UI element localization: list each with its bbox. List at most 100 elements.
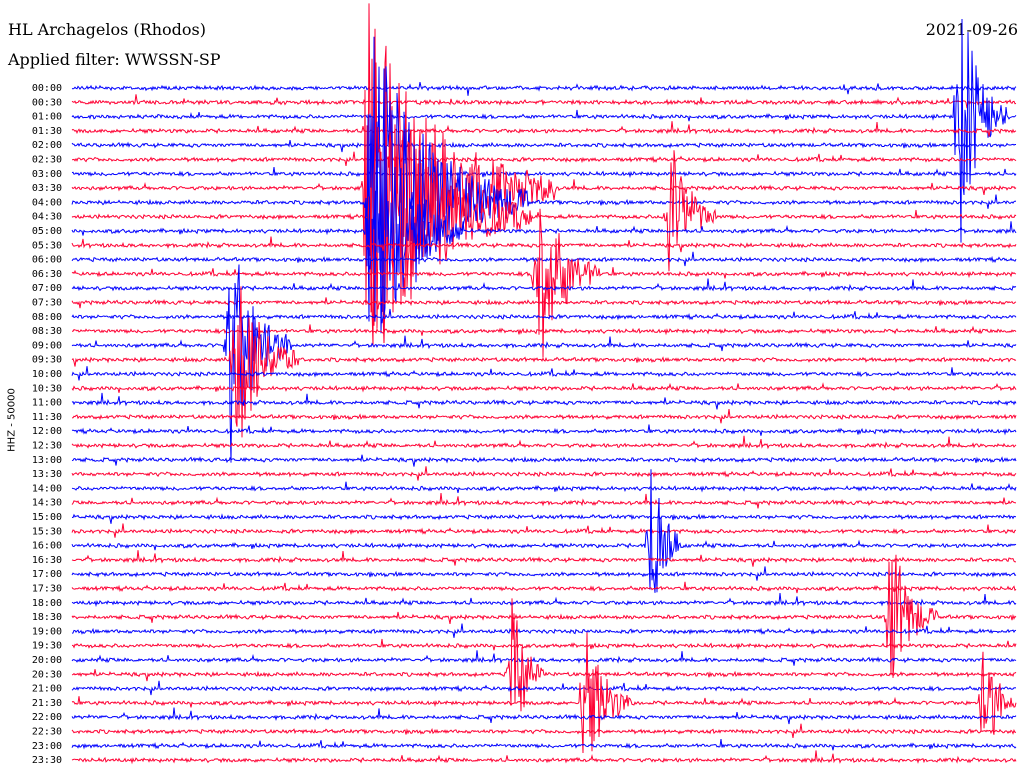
y-tick-label: 10:00	[32, 369, 62, 380]
trace-line	[71, 469, 1017, 593]
y-tick-label: 04:00	[32, 197, 62, 208]
y-tick-label: 04:30	[32, 212, 62, 223]
y-tick-label: 23:00	[32, 741, 62, 752]
seismic-traces	[71, 3, 1017, 765]
y-tick-label: 08:30	[32, 326, 62, 337]
y-tick-label: 13:30	[32, 469, 62, 480]
trace-line	[71, 264, 1017, 463]
trace-line	[71, 554, 1017, 678]
y-tick-label: 09:30	[32, 355, 62, 366]
y-tick-label: 20:00	[32, 655, 62, 666]
trace-line	[71, 208, 1017, 358]
trace-line	[71, 435, 1017, 450]
y-tick-label: 18:00	[32, 598, 62, 609]
y-tick-label: 09:00	[32, 340, 62, 351]
trace-line	[71, 424, 1017, 436]
trace-line	[71, 750, 1017, 765]
trace-line	[72, 324, 1017, 336]
trace-line	[71, 481, 1017, 494]
y-tick-label: 19:30	[32, 641, 62, 652]
y-tick-label: 01:00	[32, 112, 62, 123]
trace-line	[71, 492, 1017, 509]
y-tick-label: 05:00	[32, 226, 62, 237]
trace-line	[71, 623, 1017, 638]
station-title: HL Archagelos (Rhodos)	[8, 20, 206, 39]
y-tick-label: 15:30	[32, 526, 62, 537]
trace-line	[71, 598, 1017, 712]
y-tick-label: 11:00	[32, 398, 62, 409]
trace-line	[71, 593, 1017, 608]
trace-line	[71, 566, 1017, 581]
trace-line	[71, 680, 1017, 696]
trace-line	[71, 121, 1017, 137]
y-tick-label: 15:00	[32, 512, 62, 523]
y-tick-label: 01:30	[32, 126, 62, 137]
trace-line	[71, 409, 1017, 424]
trace-line	[71, 113, 1017, 322]
trace-line	[71, 62, 1017, 346]
y-tick-labels: 00:00 00:30 01:00 01:30 02:00 02:30 03:00 03:30…	[32, 83, 62, 766]
y-tick-label: 22:30	[32, 727, 62, 738]
trace-line	[71, 454, 1017, 467]
y-tick-label: 03:00	[32, 169, 62, 180]
y-tick-label: 08:00	[32, 312, 62, 323]
y-tick-label: 11:30	[32, 412, 62, 423]
trace-line	[71, 581, 1017, 594]
trace-line	[71, 523, 1017, 538]
y-tick-label: 12:30	[32, 441, 62, 452]
y-tick-label: 21:00	[32, 684, 62, 695]
y-tick-label: 06:00	[32, 255, 62, 266]
y-tick-label: 10:30	[32, 383, 62, 394]
trace-line	[71, 82, 1017, 96]
trace-line	[71, 236, 1017, 253]
trace-line	[71, 632, 1017, 754]
trace-line	[71, 466, 1017, 481]
y-tick-label: 16:30	[32, 555, 62, 566]
y-tick-label: 22:00	[32, 712, 62, 723]
y-tick-label: 12:00	[32, 426, 62, 437]
trace-line	[71, 513, 1017, 524]
y-tick-label: 18:30	[32, 612, 62, 623]
trace-line	[71, 286, 1017, 438]
trace-line	[71, 140, 1016, 153]
date-label: 2021-09-26	[925, 20, 1018, 39]
y-tick-label: 14:30	[32, 498, 62, 509]
y-tick-label: 05:30	[32, 240, 62, 251]
y-tick-label: 02:00	[32, 140, 62, 151]
y-tick-label: 19:00	[32, 626, 62, 637]
trace-line	[71, 739, 1017, 751]
trace-line	[71, 151, 1017, 166]
trace-line	[71, 707, 1017, 725]
trace-line	[71, 650, 1017, 666]
trace-line	[71, 638, 1017, 651]
y-tick-label: 06:30	[32, 269, 62, 280]
y-tick-label: 16:00	[32, 541, 62, 552]
filter-label: Applied filter: WWSSN-SP	[8, 50, 221, 69]
y-tick-label: 23:30	[32, 755, 62, 766]
trace-line	[71, 392, 1017, 410]
y-tick-label: 13:00	[32, 455, 62, 466]
y-tick-label: 17:00	[32, 569, 62, 580]
y-tick-label: 00:30	[32, 97, 62, 108]
trace-line	[71, 3, 1017, 329]
trace-line	[71, 36, 1017, 334]
y-tick-label: 00:00	[32, 83, 62, 94]
y-tick-label: 02:30	[32, 155, 62, 166]
y-tick-label: 17:30	[32, 584, 62, 595]
trace-line	[71, 366, 1017, 381]
trace-line	[71, 278, 1017, 292]
trace-line	[71, 723, 1017, 738]
trace-line	[71, 550, 1017, 567]
trace-line	[71, 382, 1017, 393]
trace-line	[71, 251, 1017, 267]
y-tick-label: 07:00	[32, 283, 62, 294]
y-tick-label: 03:30	[32, 183, 62, 194]
trace-line	[71, 18, 1017, 243]
y-tick-label: 21:30	[32, 698, 62, 709]
y-tick-label: 20:30	[32, 669, 62, 680]
y-tick-label: 14:00	[32, 483, 62, 494]
trace-line	[71, 94, 1017, 109]
trace-line	[71, 167, 1017, 179]
y-tick-label: 07:30	[32, 298, 62, 309]
